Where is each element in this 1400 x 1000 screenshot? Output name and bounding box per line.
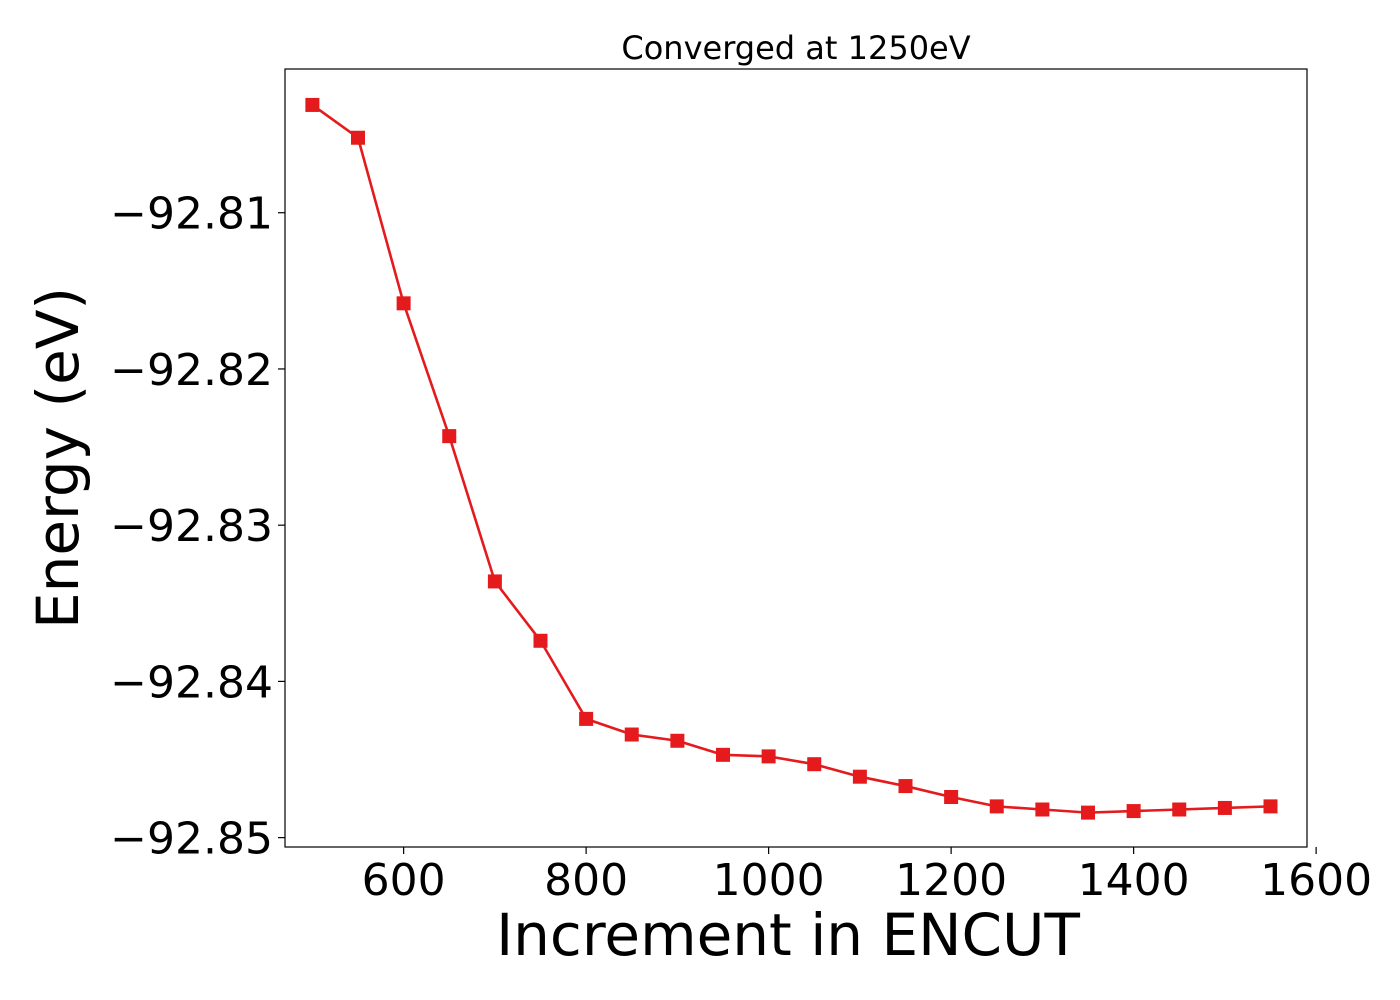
- data-point-marker: [989, 799, 1004, 814]
- data-point-marker: [624, 727, 639, 742]
- y-axis-label: Energy (eV): [24, 287, 92, 629]
- data-point-marker: [351, 130, 365, 145]
- data-point-marker: [852, 769, 867, 784]
- data-point-marker: [670, 733, 685, 748]
- x-tick-label: 1400: [1078, 855, 1190, 906]
- x-tick-label: 600: [362, 855, 446, 906]
- data-point-marker: [1081, 805, 1095, 820]
- x-tick-label: 1200: [895, 855, 1007, 906]
- data-point-marker: [1263, 799, 1278, 814]
- data-point-marker: [761, 749, 776, 764]
- x-tick-label: 800: [544, 855, 628, 906]
- data-point-marker: [396, 296, 411, 311]
- data-point-marker: [487, 574, 502, 589]
- data-point-marker: [1035, 802, 1050, 817]
- series-layer: [305, 97, 1278, 820]
- data-point-marker: [898, 779, 913, 794]
- x-axis-label: Increment in ENCUT: [496, 901, 1080, 969]
- plot-area-frame: [284, 68, 1308, 848]
- chart-title: Converged at 1250eV: [621, 29, 970, 67]
- x-axis-ticks: 600 800 1000 1200 1400 1600: [362, 847, 1372, 906]
- y-axis-ticks: −92.81 −92.82 −92.83 −92.84 −92.85: [110, 189, 285, 865]
- data-point-marker: [533, 633, 548, 648]
- x-tick-label: 1600: [1260, 855, 1372, 906]
- data-point-marker: [1126, 804, 1141, 819]
- data-point-marker: [1217, 800, 1232, 815]
- data-point-marker: [442, 429, 457, 444]
- data-point-marker: [579, 711, 594, 726]
- y-tick-label: −92.83: [110, 501, 273, 552]
- series-line: [311, 103, 1271, 814]
- y-tick-label: −92.82: [110, 345, 273, 396]
- x-tick-label: 1000: [713, 855, 825, 906]
- y-tick-label: −92.85: [110, 814, 273, 865]
- data-point-marker: [1172, 802, 1187, 817]
- y-tick-label: −92.84: [110, 657, 273, 708]
- data-point-marker: [305, 97, 320, 112]
- data-point-marker: [716, 747, 730, 762]
- data-point-marker: [944, 790, 959, 805]
- data-point-marker: [807, 757, 822, 772]
- y-tick-label: −92.81: [110, 189, 273, 240]
